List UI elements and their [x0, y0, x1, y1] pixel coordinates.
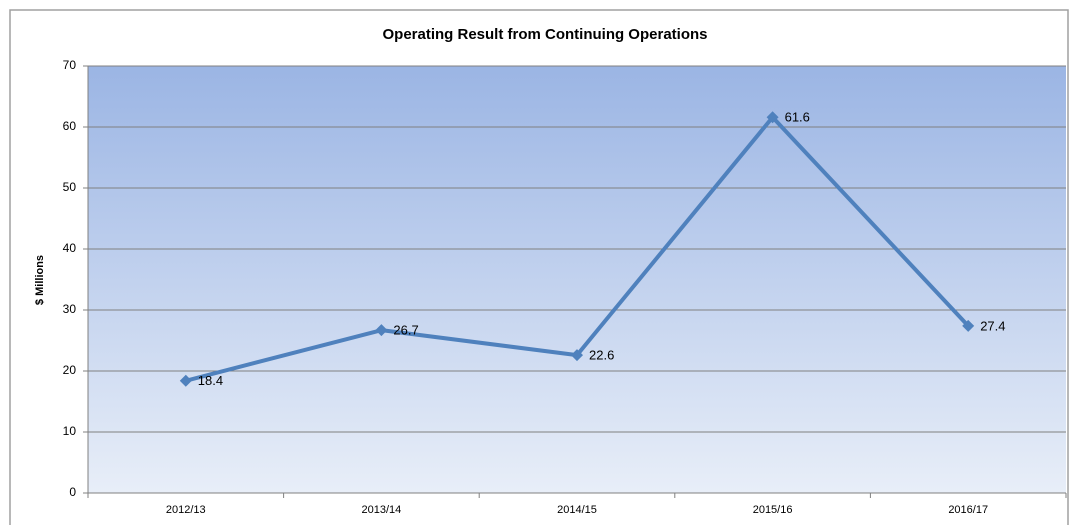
x-tick-label: 2016/17 — [948, 504, 988, 516]
y-tick-label: 40 — [63, 241, 77, 255]
x-tick-label: 2015/16 — [753, 504, 793, 516]
y-tick-label: 50 — [63, 180, 77, 194]
y-tick-label: 0 — [69, 485, 76, 499]
chart-title: Operating Result from Continuing Operati… — [382, 26, 707, 43]
data-point — [375, 324, 388, 337]
data-label: 22.6 — [589, 348, 614, 363]
data-point — [571, 349, 583, 362]
x-tick-label: 2012/13 — [166, 504, 206, 516]
y-tick-label: 30 — [63, 302, 77, 316]
chart-frame — [9, 9, 1069, 525]
data-label: 18.4 — [198, 373, 223, 388]
data-point — [766, 111, 779, 124]
data-label: 26.7 — [393, 323, 418, 338]
y-tick-label: 60 — [63, 119, 77, 133]
data-point — [962, 319, 975, 332]
y-axis-label: $ Millions — [34, 255, 46, 305]
y-tick-label: 20 — [63, 363, 77, 377]
x-tick-label: 2014/15 — [557, 504, 597, 516]
y-tick-label: 10 — [63, 424, 77, 438]
data-label: 27.4 — [980, 318, 1005, 333]
data-label: 61.6 — [785, 110, 810, 125]
plot-area — [88, 66, 1066, 493]
y-tick-label: 70 — [63, 58, 77, 72]
data-point — [179, 374, 192, 387]
x-tick-label: 2013/14 — [362, 504, 402, 516]
